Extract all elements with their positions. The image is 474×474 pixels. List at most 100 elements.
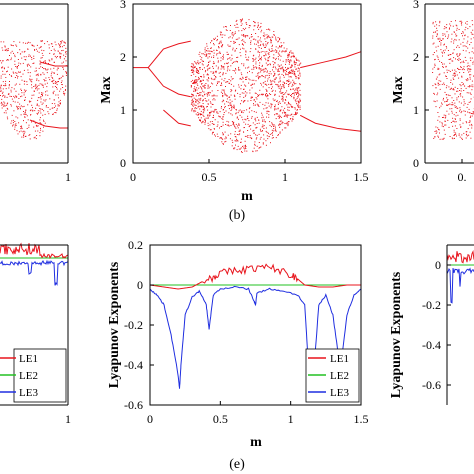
bifurcation-point [453, 40, 455, 42]
bifurcation-point [236, 23, 238, 25]
bifurcation-point [263, 138, 265, 140]
bifurcation-point [275, 90, 276, 92]
bifurcation-point [292, 69, 294, 71]
bifurcation-point [209, 67, 211, 69]
bifurcation-point [439, 132, 440, 134]
bifurcation-point [42, 114, 44, 116]
bifurcation-point [271, 83, 273, 85]
bifurcation-point [55, 82, 57, 84]
bifurcation-point [195, 90, 197, 91]
bifurcation-point [198, 53, 200, 55]
bifurcation-point [241, 74, 243, 76]
bifurcation-point [445, 75, 447, 77]
bifurcation-point [460, 90, 462, 92]
bifurcation-point [256, 123, 258, 124]
bifurcation-point [436, 100, 438, 102]
bifurcation-point [225, 72, 227, 74]
bifurcation-point [8, 85, 10, 87]
bifurcation-point [43, 99, 45, 101]
bifurcation-point [455, 133, 457, 135]
bifurcation-point [50, 50, 52, 51]
bifurcation-point [222, 94, 224, 96]
bifurcation-point [294, 72, 295, 74]
bifurcation-point [260, 82, 262, 84]
bifurcation-point [290, 71, 292, 73]
bifurcation-point [282, 84, 284, 86]
bifurcation-point [194, 61, 196, 63]
bifurcation-point [226, 70, 228, 72]
bifurcation-point [199, 55, 201, 57]
bifurcation-point [220, 45, 222, 47]
bifurcation-point [451, 33, 453, 35]
bifurcation-point [283, 47, 285, 49]
bifurcation-point [274, 73, 276, 75]
bifurcation-point [192, 67, 194, 69]
bifurcation-point [207, 74, 209, 76]
bifurcation-point [228, 58, 230, 60]
bifurcation-point [450, 21, 452, 22]
bifurcation-point [270, 73, 272, 75]
bifurcation-point [11, 87, 13, 89]
bifurcation-point [467, 65, 469, 67]
bifurcation-point [291, 66, 292, 68]
bifurcation-point [267, 36, 269, 38]
bifurcation-point [270, 41, 272, 43]
bifurcation-point [52, 46, 54, 47]
bifurcation-point [270, 50, 272, 52]
x-tick-label: 1 [282, 170, 288, 184]
bifurcation-point [35, 48, 37, 50]
bifurcation-point [285, 74, 287, 76]
bifurcation-point [467, 69, 469, 71]
bifurcation-point [198, 117, 200, 119]
bifurcation-point [2, 66, 4, 68]
bifurcation-point [255, 63, 257, 65]
bifurcation-point [267, 95, 269, 97]
bifurcation-point [37, 97, 39, 99]
bifurcation-point [245, 144, 246, 146]
bifurcation-point [277, 64, 279, 66]
bifurcation-point [262, 124, 264, 126]
bifurcation-point [268, 57, 270, 59]
bifurcation-point [25, 109, 27, 111]
bifurcation-point [282, 81, 284, 83]
bifurcation-point [241, 110, 243, 112]
bifurcation-point [222, 73, 224, 75]
bifurcation-point [443, 137, 445, 139]
bifurcation-point [234, 61, 236, 63]
bifurcation-point [439, 88, 441, 90]
bifurcation-point [193, 67, 195, 69]
bifurcation-point [269, 121, 271, 123]
bifurcation-point [281, 50, 283, 52]
bifurcation-point [46, 41, 48, 43]
bifurcation-point [244, 140, 246, 142]
bifurcation-point [470, 137, 472, 139]
bifurcation-point [206, 65, 208, 67]
bifurcation-point [270, 39, 271, 41]
bifurcation-point [220, 84, 222, 86]
bifurcation-point [299, 84, 301, 86]
bifurcation-point [291, 120, 293, 122]
bifurcation-point [40, 96, 42, 98]
bifurcation-point [196, 114, 198, 116]
bifurcation-point [279, 50, 281, 52]
bifurcation-point [7, 70, 8, 72]
bifurcation-point [31, 81, 33, 83]
bifurcation-point [43, 126, 44, 128]
bifurcation-point [190, 103, 192, 105]
bifurcation-point [191, 108, 193, 110]
bifurcation-point [9, 95, 11, 97]
bifurcation-point [295, 113, 296, 115]
bifurcation-point [299, 83, 301, 85]
y-tick-label: 1 [120, 103, 126, 117]
bifurcation-point [240, 141, 242, 143]
bifurcation-point [244, 35, 246, 37]
bifurcation-point [448, 126, 450, 128]
bifurcation-point [200, 58, 202, 60]
bifurcation-point [463, 72, 465, 73]
bifurcation-point [223, 133, 224, 135]
bifurcation-point [272, 44, 273, 46]
bifurcation-point [275, 51, 277, 53]
bifurcation-point [270, 103, 272, 105]
bifurcation-point [260, 31, 262, 33]
bifurcation-point [450, 88, 452, 90]
